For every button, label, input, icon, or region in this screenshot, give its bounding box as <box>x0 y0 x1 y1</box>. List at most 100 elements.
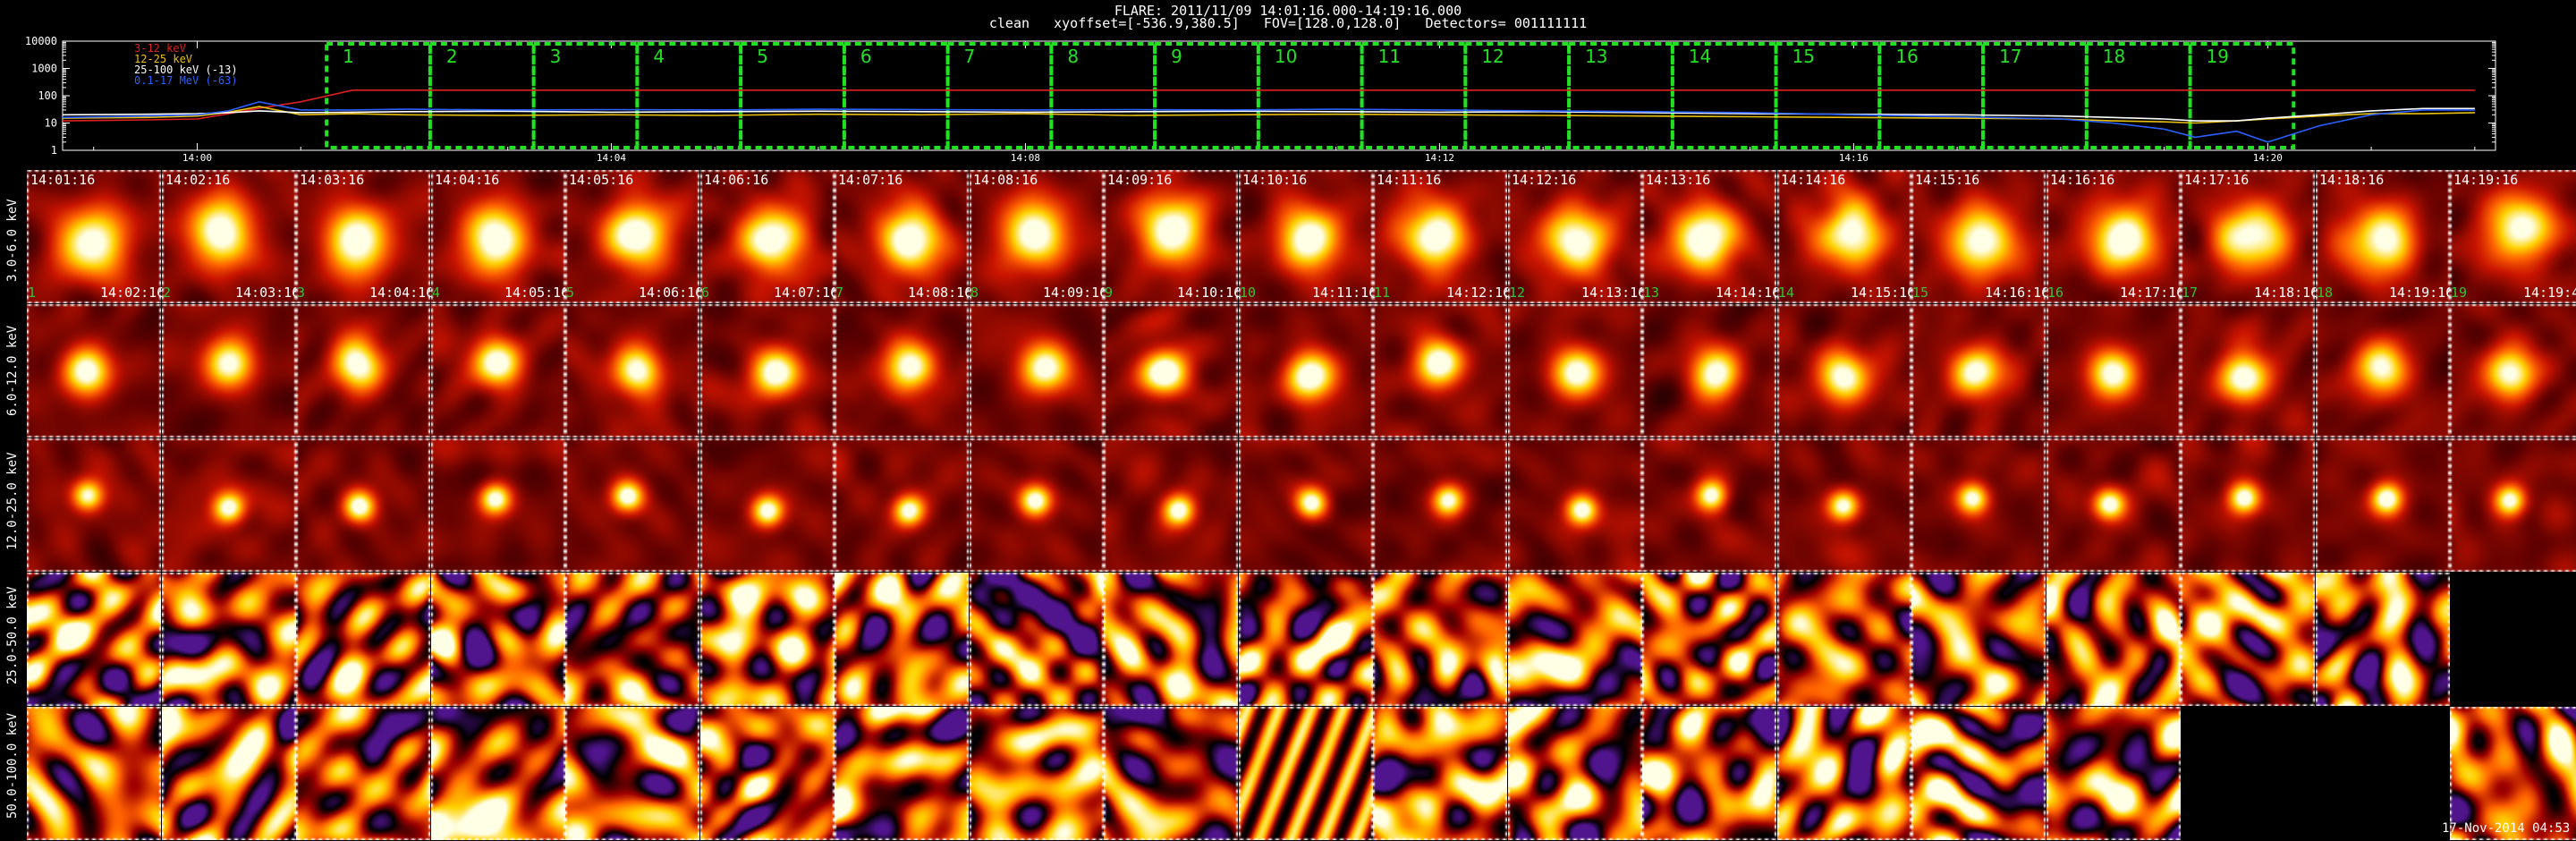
image-panel <box>431 438 565 572</box>
image-panel <box>162 573 296 706</box>
interval-label: 5 <box>757 46 768 67</box>
image-panel <box>565 304 699 437</box>
image-panel <box>700 304 835 437</box>
image-panel <box>1373 438 1507 572</box>
footer-date: 17-Nov-2014 04:53 <box>2442 821 2571 836</box>
plot-title-line2: clean xyoffset=[-536.9,380.5] FOV=[128.0… <box>988 15 1588 31</box>
lightcurve-plot: 1 10 100 1000 10000 14:00 14:04 14:08 14:12 14:16… <box>25 35 2496 164</box>
interval-label: 18 <box>2103 46 2125 67</box>
panel-number: 1 <box>28 285 37 301</box>
panel-number: 9 <box>1105 285 1114 301</box>
image-panel <box>1104 170 1238 303</box>
image-panel <box>1373 707 1507 840</box>
interval-label: 14 <box>1689 46 1711 67</box>
image-panel <box>1239 707 1373 840</box>
panel-start-time: 14:08:16 <box>973 172 1038 188</box>
panel-end-time: 14:18:16 <box>2254 285 2319 301</box>
interval-label: 17 <box>1999 46 2021 67</box>
image-panel <box>2316 438 2450 572</box>
image-panel <box>162 438 296 572</box>
image-panel <box>1911 573 2046 706</box>
image-panel <box>1239 304 1373 437</box>
image-panel <box>1373 573 1507 706</box>
image-panel <box>2046 304 2181 437</box>
panel-start-time: 14:09:16 <box>1107 172 1173 188</box>
x-tick-label: 14:04 <box>597 152 626 164</box>
image-panel <box>700 707 835 840</box>
image-panel <box>2181 573 2315 706</box>
image-panel <box>970 573 1104 706</box>
interval-box <box>1774 42 1882 149</box>
image-panel <box>2316 573 2450 706</box>
image-panel <box>565 573 699 706</box>
legend-entry: 12-25 keV <box>134 53 192 65</box>
image-panel <box>1239 573 1373 706</box>
interval-label: 10 <box>1275 46 1297 67</box>
panel-end-time: 14:12:16 <box>1446 285 1512 301</box>
x-tick-label: 14:16 <box>1839 152 1868 164</box>
image-panel <box>27 304 161 437</box>
image-panel <box>27 707 161 840</box>
panel-start-time: 14:03:16 <box>300 172 365 188</box>
image-panel <box>1104 707 1238 840</box>
panel-end-time: 14:04:16 <box>369 285 435 301</box>
image-panel <box>1777 707 1911 840</box>
image-panel <box>296 438 430 572</box>
image-panel <box>2181 304 2315 437</box>
y-tick-label: 10000 <box>25 35 57 47</box>
image-panel <box>162 707 296 840</box>
energy-band-label: 25.0-50.0 keV <box>5 586 20 684</box>
image-panel <box>2450 304 2576 437</box>
panel-start-time: 14:14:16 <box>1781 172 1846 188</box>
panel-start-time: 14:01:16 <box>30 172 96 188</box>
image-panel <box>835 304 969 437</box>
panel-start-time: 14:07:16 <box>838 172 903 188</box>
interval-box <box>1877 42 1986 149</box>
interval-box <box>1670 42 1778 149</box>
image-panel <box>1642 304 1776 437</box>
panel-end-time: 14:10:16 <box>1177 285 1242 301</box>
image-panel <box>2046 170 2181 303</box>
image-panel <box>1104 438 1238 572</box>
image-panel <box>431 170 565 303</box>
interval-box <box>428 42 536 149</box>
y-tick-label: 1 <box>51 144 57 157</box>
panel-end-time: 14:06:16 <box>639 285 704 301</box>
image-panel <box>2450 170 2576 303</box>
image-panel <box>1777 573 1911 706</box>
series-line <box>62 107 2475 122</box>
energy-band-label: 6.0-12.0 keV <box>5 325 20 416</box>
series-line <box>62 89 2475 122</box>
image-panel <box>27 438 161 572</box>
image-panel <box>296 573 430 706</box>
panel-end-time: 14:03:16 <box>235 285 301 301</box>
image-panel <box>835 707 969 840</box>
image-panel <box>1777 304 1911 437</box>
panel-number: 19 <box>2451 285 2468 301</box>
interval-label: 8 <box>1067 46 1079 67</box>
panel-end-time: 14:08:16 <box>908 285 973 301</box>
panel-end-time: 14:11:16 <box>1312 285 1377 301</box>
image-panel <box>2046 438 2181 572</box>
interval-label: 7 <box>964 46 976 67</box>
image-panel <box>27 170 161 303</box>
panel-number: 18 <box>2317 285 2334 301</box>
image-panel <box>2046 573 2181 706</box>
panel-start-time: 14:02:16 <box>165 172 231 188</box>
image-panel <box>296 707 430 840</box>
x-tick-label: 14:12 <box>1425 152 1454 164</box>
panel-number: 13 <box>1643 285 1660 301</box>
panel-end-time: 14:17:16 <box>2120 285 2185 301</box>
interval-label: 13 <box>1585 46 1607 67</box>
image-panel <box>1642 438 1776 572</box>
interval-label: 16 <box>1895 46 1918 67</box>
plot-title-line1: FLARE: 2011/11/09 14:01:16.000-14:19:16.… <box>1114 3 1462 19</box>
image-panel <box>2046 707 2181 840</box>
image-panel <box>1104 304 1238 437</box>
image-panel <box>700 438 835 572</box>
panel-number: 7 <box>835 285 844 301</box>
panel-number: 12 <box>1509 285 1526 301</box>
interval-label: 12 <box>1481 46 1504 67</box>
interval-box <box>842 42 950 149</box>
image-panel <box>431 573 565 706</box>
